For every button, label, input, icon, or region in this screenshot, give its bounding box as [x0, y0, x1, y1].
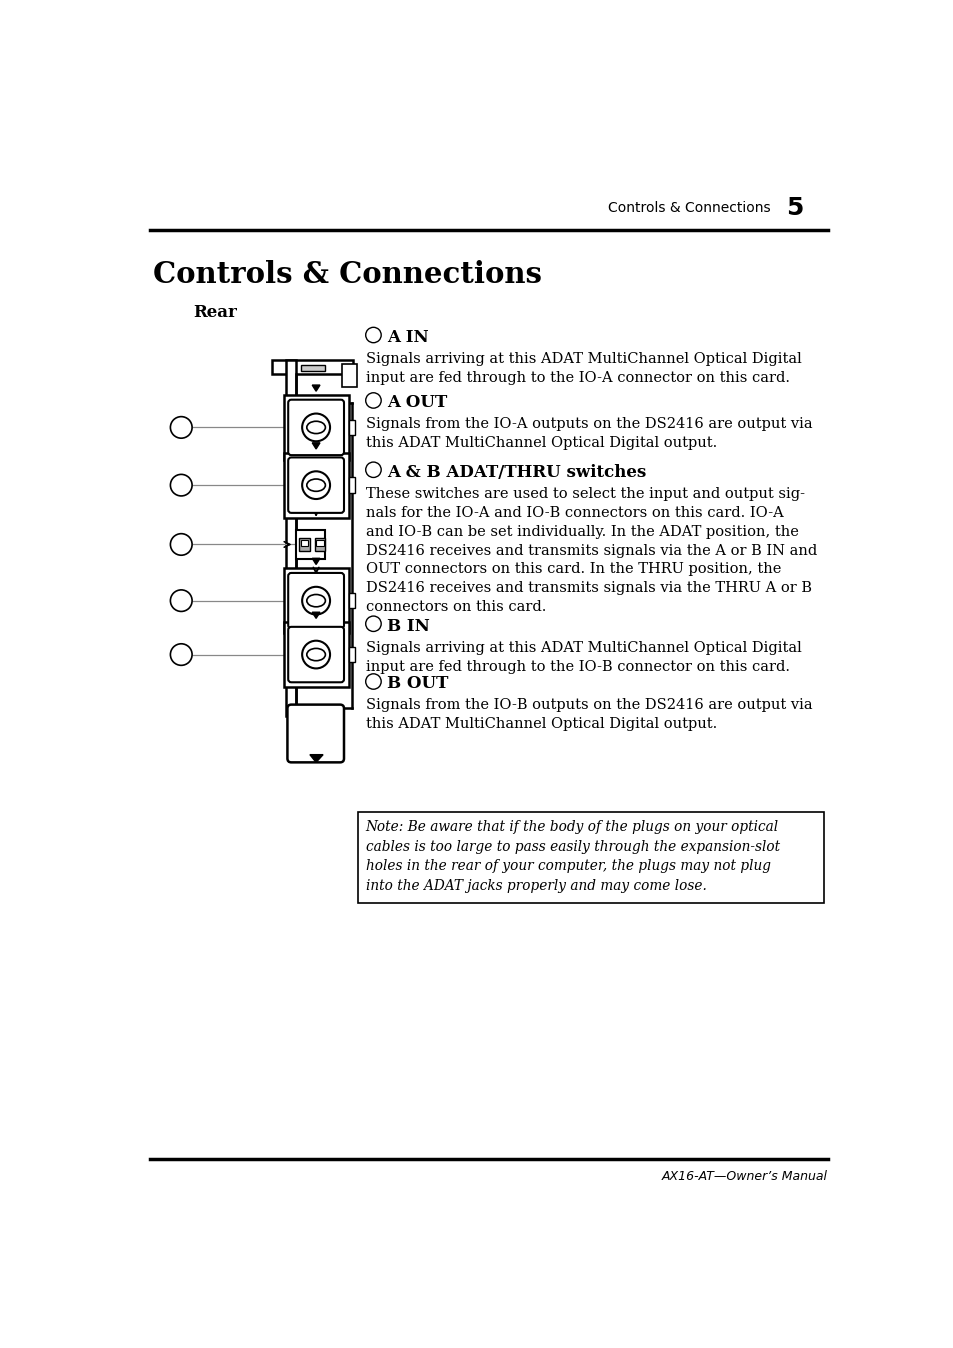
- Circle shape: [171, 644, 192, 666]
- FancyBboxPatch shape: [288, 400, 344, 456]
- Circle shape: [365, 392, 381, 408]
- Circle shape: [365, 674, 381, 689]
- Text: 1: 1: [370, 329, 376, 341]
- Text: Signals arriving at this ADAT MultiChannel Optical Digital
input are fed through: Signals arriving at this ADAT MultiChann…: [365, 640, 801, 674]
- Bar: [301, 365, 324, 371]
- Polygon shape: [312, 386, 319, 391]
- Text: A OUT: A OUT: [387, 395, 447, 411]
- Text: 3: 3: [370, 464, 376, 476]
- Ellipse shape: [307, 648, 325, 661]
- Circle shape: [171, 590, 192, 612]
- Bar: [314, 538, 325, 550]
- Text: These switches are used to select the input and output sig-
nals for the IO-A an: These switches are used to select the in…: [365, 487, 816, 615]
- FancyBboxPatch shape: [287, 705, 344, 763]
- Text: 5: 5: [785, 195, 802, 220]
- FancyBboxPatch shape: [288, 627, 344, 682]
- Bar: [348, 419, 355, 435]
- Text: Controls & Connections: Controls & Connections: [607, 201, 769, 214]
- Polygon shape: [312, 442, 319, 449]
- Text: 2: 2: [176, 479, 186, 492]
- Text: 5: 5: [176, 647, 186, 662]
- Bar: [295, 530, 325, 559]
- Bar: [348, 647, 355, 662]
- Bar: [357, 813, 823, 903]
- Bar: [298, 538, 310, 550]
- Circle shape: [365, 328, 381, 342]
- Text: B OUT: B OUT: [387, 675, 448, 693]
- Text: Note: Be aware that if the body of the plugs on your optical
cables is too large: Note: Be aware that if the body of the p…: [365, 820, 779, 892]
- Circle shape: [365, 462, 381, 477]
- Circle shape: [302, 414, 330, 441]
- Text: 4: 4: [176, 593, 186, 608]
- Ellipse shape: [307, 479, 325, 491]
- Bar: [283, 395, 348, 460]
- Text: AX16-AT—Owner’s Manual: AX16-AT—Owner’s Manual: [661, 1170, 827, 1184]
- Circle shape: [302, 586, 330, 615]
- Bar: [286, 360, 295, 716]
- Circle shape: [365, 616, 381, 631]
- Polygon shape: [312, 612, 319, 619]
- Text: A & B ADAT/THRU switches: A & B ADAT/THRU switches: [387, 464, 646, 481]
- Ellipse shape: [307, 594, 325, 607]
- Text: 2: 2: [370, 394, 376, 407]
- Circle shape: [302, 640, 330, 669]
- Circle shape: [171, 534, 192, 555]
- Text: 4: 4: [370, 617, 376, 631]
- Text: Signals from the IO-A outputs on the DS2416 are output via
this ADAT MultiChanne: Signals from the IO-A outputs on the DS2…: [365, 418, 811, 450]
- Text: 3: 3: [176, 538, 186, 551]
- Text: Signals from the IO-B outputs on the DS2416 are output via
this ADAT MultiChanne: Signals from the IO-B outputs on the DS2…: [365, 698, 811, 732]
- Bar: [348, 593, 355, 608]
- Bar: [272, 360, 353, 375]
- Text: Controls & Connections: Controls & Connections: [153, 260, 542, 290]
- Polygon shape: [310, 755, 323, 763]
- Text: B IN: B IN: [387, 617, 430, 635]
- FancyBboxPatch shape: [288, 457, 344, 512]
- Bar: [341, 364, 356, 387]
- Text: Rear: Rear: [193, 305, 236, 321]
- Text: A IN: A IN: [387, 329, 429, 346]
- Text: 1: 1: [176, 421, 186, 434]
- Text: 5: 5: [370, 675, 376, 687]
- Bar: [348, 477, 355, 493]
- FancyBboxPatch shape: [288, 573, 344, 628]
- Circle shape: [302, 472, 330, 499]
- Text: Signals arriving at this ADAT MultiChannel Optical Digital
input are fed through: Signals arriving at this ADAT MultiChann…: [365, 352, 801, 386]
- Bar: [300, 539, 308, 546]
- Polygon shape: [312, 558, 319, 565]
- Bar: [283, 453, 348, 518]
- Ellipse shape: [307, 421, 325, 434]
- Bar: [315, 539, 323, 546]
- Circle shape: [171, 417, 192, 438]
- Circle shape: [171, 474, 192, 496]
- Bar: [283, 623, 348, 687]
- Bar: [283, 569, 348, 634]
